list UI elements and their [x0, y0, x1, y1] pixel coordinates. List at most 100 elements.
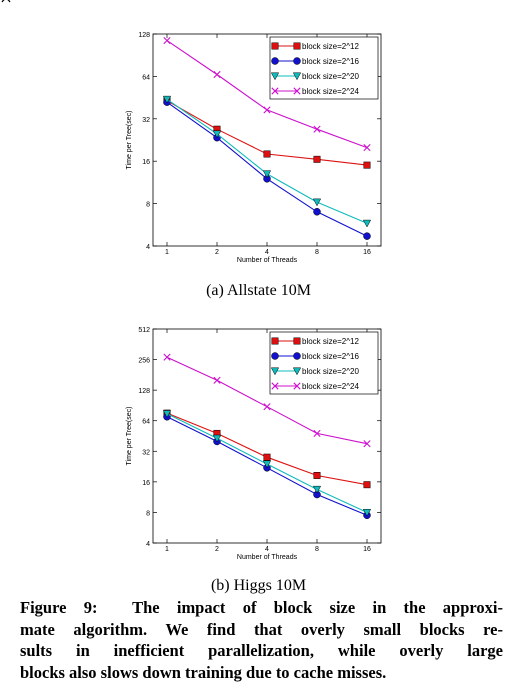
legend-marker: [271, 57, 279, 65]
x-axis-label: Number of Threads: [237, 257, 298, 264]
data-point: [262, 170, 272, 179]
legend-marker: [271, 337, 279, 345]
data-point: [162, 410, 172, 418]
figure-caption: Figure 9: The impact of block size in th…: [20, 597, 503, 683]
chart-higgs: 4 8 16 32 64 128 256 512 1 2 4 8 16 Number of Threads…: [126, 327, 382, 561]
legend-label: block size=2^20: [302, 72, 359, 81]
y-tick-label: 16: [142, 480, 150, 487]
y-tick-label: 64: [142, 419, 150, 426]
legend-box: [269, 331, 379, 395]
data-point: [363, 232, 371, 240]
legend-marker: [293, 87, 301, 95]
x-tick-label: 2: [215, 249, 219, 256]
data-point: [312, 198, 322, 207]
data-point: [163, 353, 171, 361]
y-tick-label: 512: [138, 327, 150, 334]
y-tick-label: 32: [142, 117, 150, 124]
series-block-size-2-20: [162, 410, 372, 517]
page-fragment: [1, 0, 11, 3]
series-block-size-2-20: [162, 95, 372, 228]
y-tick-label: 256: [138, 358, 150, 365]
data-point: [313, 472, 321, 479]
data-point: [313, 429, 321, 437]
data-point: [212, 130, 222, 139]
legend-marker: [293, 382, 301, 390]
legend-marker: [293, 352, 301, 360]
y-tick-label: 32: [142, 449, 150, 456]
y-tick-label: 128: [138, 388, 150, 395]
legend-label: block size=2^16: [302, 352, 359, 361]
legend-marker: [270, 72, 280, 81]
caption-line-3: sults in inefficient parallelization, wh…: [20, 641, 503, 660]
data-point: [162, 95, 172, 104]
y-axis-label: Time per Tree(sec): [126, 111, 133, 170]
y-tick-label: 64: [142, 74, 150, 81]
legend-label: block size=2^16: [302, 57, 359, 66]
y-tick-label: 8: [146, 510, 150, 517]
data-point: [363, 143, 371, 152]
caption-line-4: blocks also slows down training due to c…: [20, 662, 387, 682]
subcaption-b: (b) Higgs 10M: [210, 577, 307, 594]
data-point: [313, 208, 321, 216]
legend-label: block size=2^20: [302, 367, 359, 376]
data-point: [263, 403, 271, 411]
legend-box: [269, 36, 379, 100]
series-line: [166, 101, 368, 237]
data-point: [213, 70, 221, 79]
legend-label: block size=2^12: [302, 337, 359, 346]
series-block-size-2-24: [163, 353, 371, 448]
series-block-size-2-16: [163, 98, 371, 240]
data-point: [263, 106, 271, 114]
legend-marker: [292, 72, 302, 81]
y-tick-label: 8: [146, 202, 150, 209]
caption-line-2: mate algorithm. We find that overly smal…: [20, 619, 503, 639]
data-point: [363, 440, 371, 448]
y-tick-label: 128: [138, 32, 150, 39]
chart-allstate: 4 8 16 32 64 128 1 2 4 8 16 Number of Threads Time p…: [126, 32, 382, 264]
data-point: [313, 155, 321, 163]
legend-marker: [293, 42, 301, 50]
x-tick-label: 4: [265, 546, 269, 553]
series-block-size-2-24: [163, 36, 371, 152]
legend-label: block size=2^24: [302, 87, 359, 96]
data-point: [363, 161, 371, 169]
x-tick-label: 8: [315, 249, 319, 256]
y-tick-label: 16: [142, 159, 150, 166]
data-point: [212, 434, 222, 443]
figure-panel-b: 4 8 16 32 64 128 256 512 1 2 4 8 16 Number of Threads…: [0, 318, 517, 580]
x-tick-label: 4: [265, 249, 269, 256]
legend: block size=2^12 block size=2^16 block size…: [269, 36, 379, 100]
legend-marker: [271, 42, 279, 50]
legend: block size=2^12 block size=2^16 block size…: [269, 331, 379, 395]
data-point: [263, 453, 271, 461]
x-tick-label: 2: [215, 546, 219, 553]
figure-panel-a: 4 8 16 32 64 128 1 2 4 8 16 Number of Threads Time p…: [0, 20, 517, 280]
data-point: [263, 150, 271, 158]
data-point: [312, 485, 322, 494]
legend-label: block size=2^12: [302, 42, 359, 51]
y-tick-label: 4: [146, 541, 150, 548]
series-block-size-2-12: [163, 409, 371, 489]
caption-line-1: Figure 9: The impact of block size in th…: [20, 597, 503, 619]
legend-marker: [293, 337, 301, 345]
data-point: [262, 460, 272, 469]
subcaption-a: (a) Allstate 10M: [206, 282, 311, 299]
series-line: [166, 412, 368, 486]
y-axis-label: Time per Tree(sec): [126, 407, 133, 466]
data-point: [363, 481, 371, 489]
y-tick-label: 4: [146, 244, 150, 251]
data-point: [313, 125, 321, 133]
data-point: [213, 376, 221, 384]
series-block-size-2-12: [163, 97, 371, 169]
x-tick-label: 16: [363, 249, 371, 256]
legend-marker: [271, 87, 279, 95]
caption-text-1: The impact of block size in the approxi-: [132, 598, 504, 617]
legend-marker: [271, 382, 279, 390]
data-point: [362, 219, 372, 228]
legend-label: block size=2^24: [302, 382, 359, 391]
x-tick-label: 1: [165, 546, 169, 553]
x-tick-label: 1: [165, 249, 169, 256]
legend-marker: [270, 367, 280, 376]
data-point: [362, 508, 372, 517]
legend-marker: [292, 367, 302, 376]
